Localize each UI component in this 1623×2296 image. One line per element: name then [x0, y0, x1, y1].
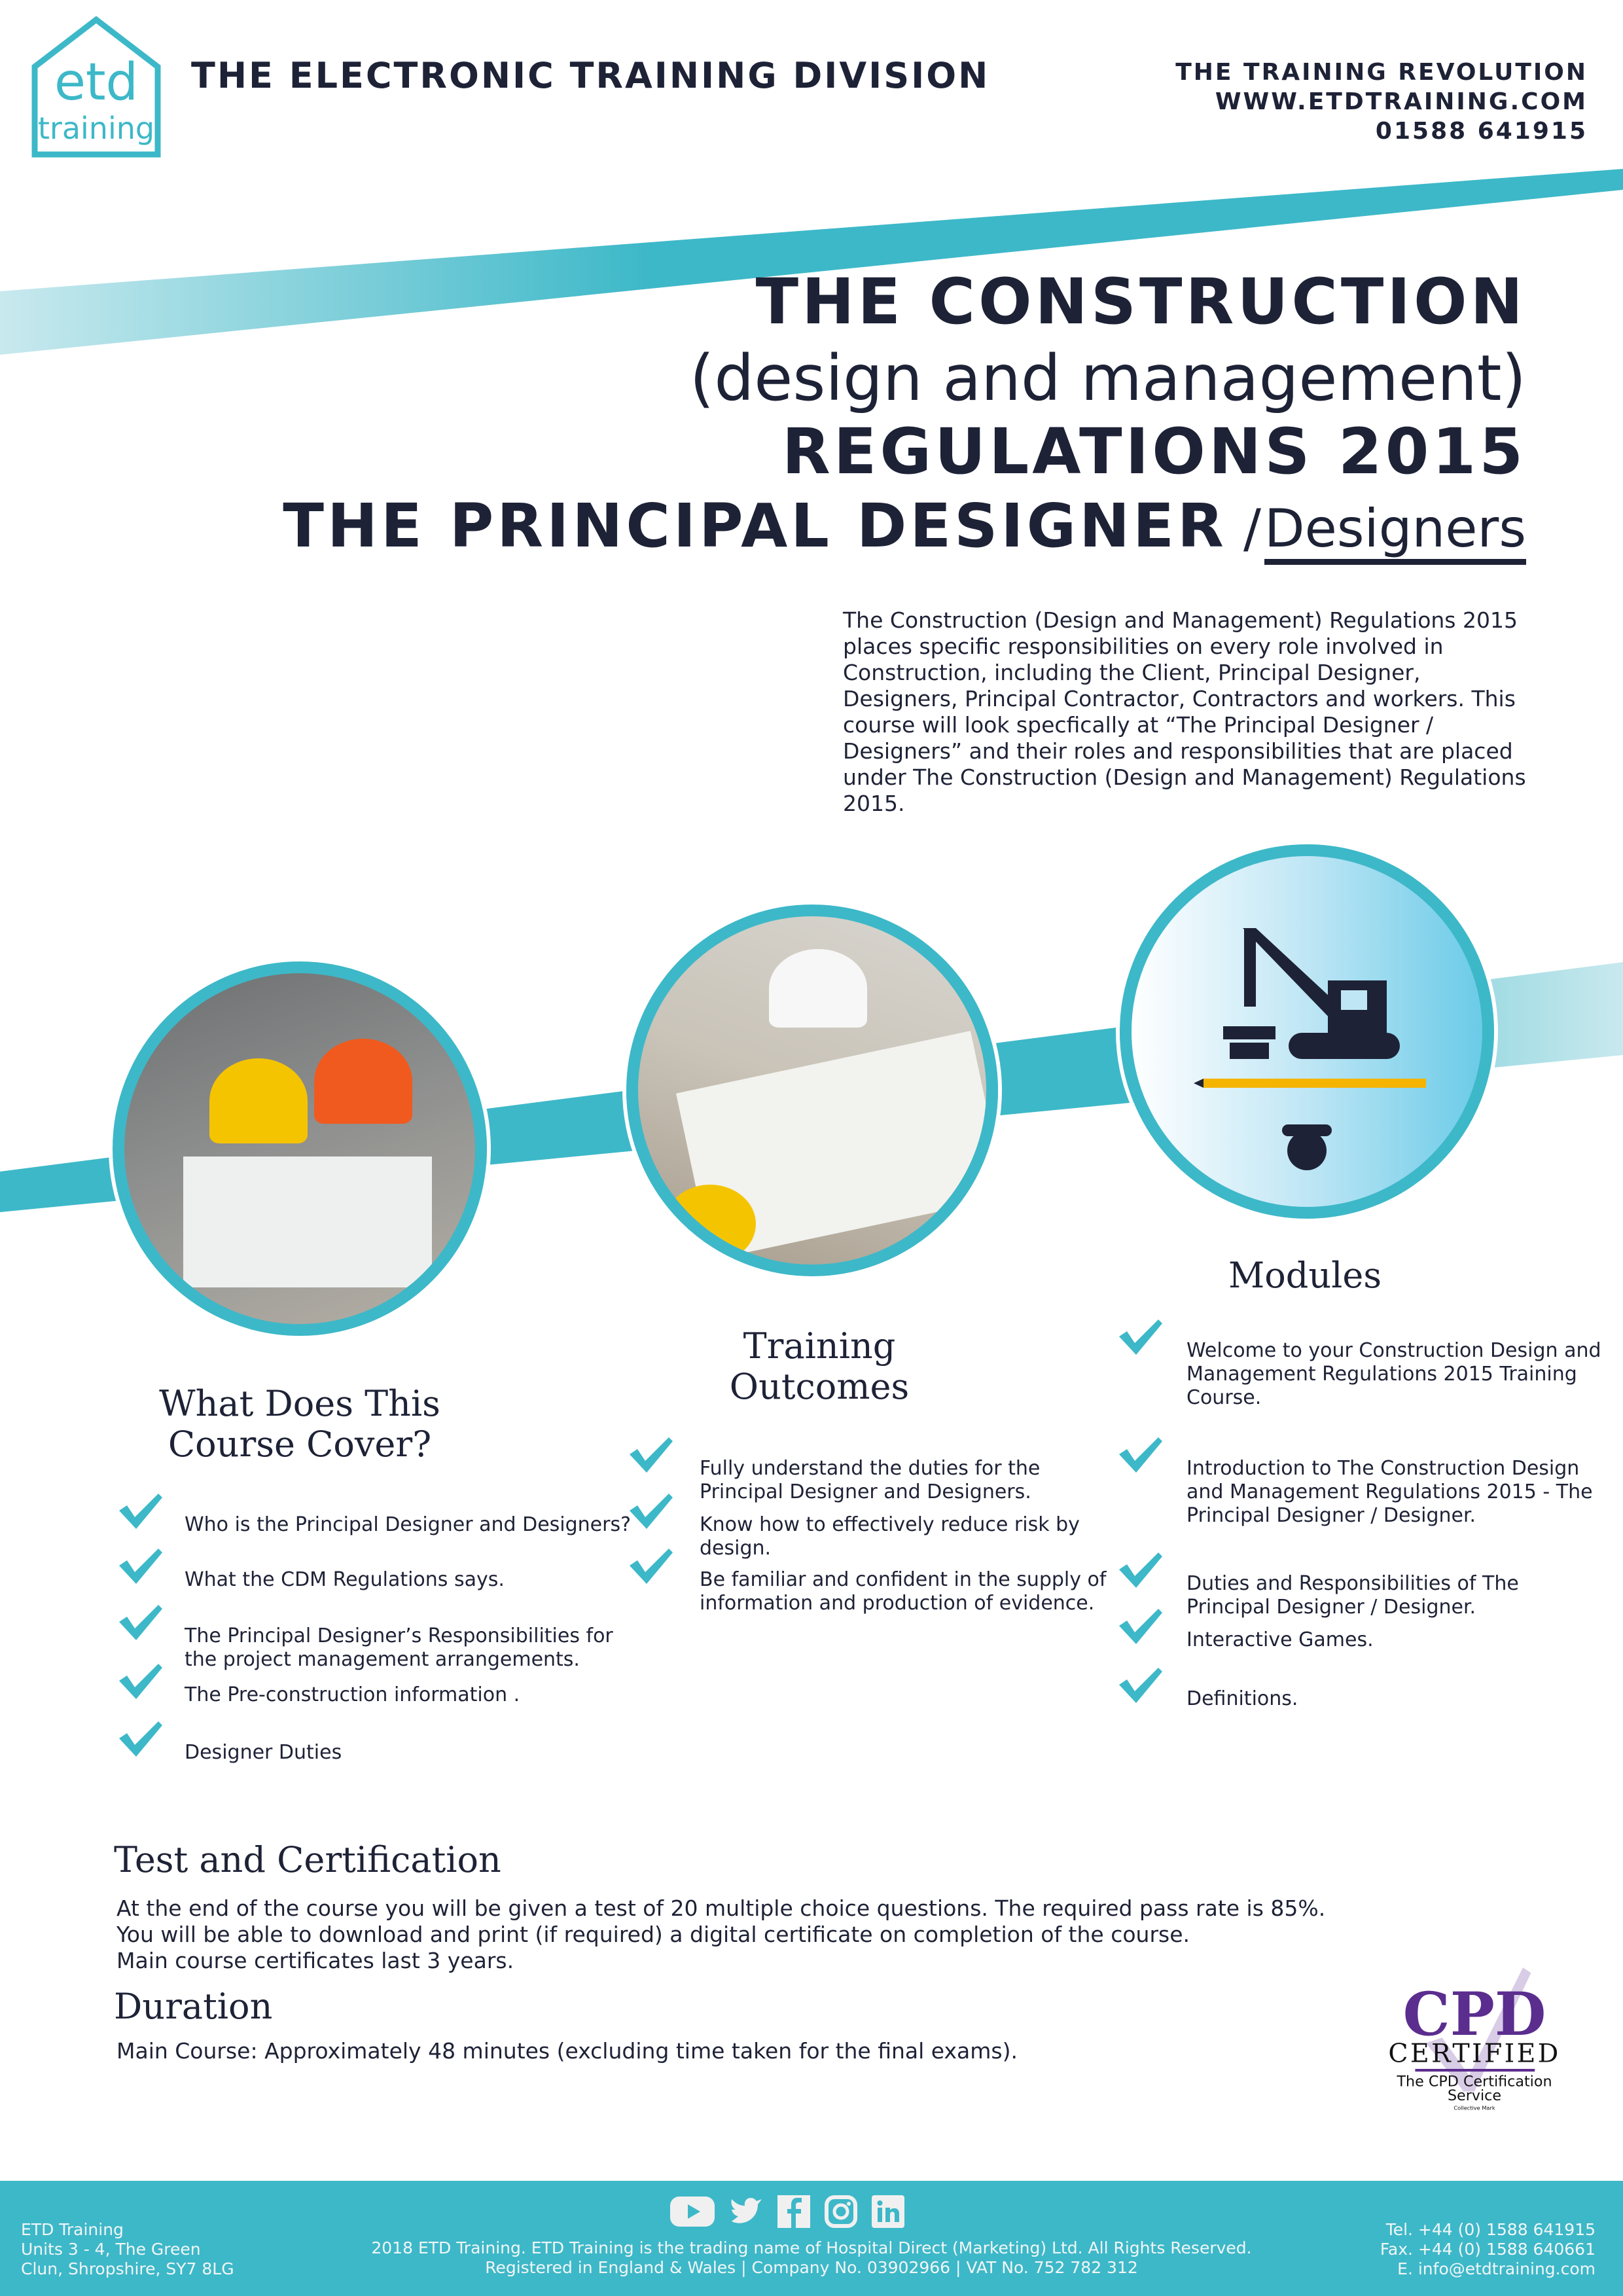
checkmark-icon: [1119, 1552, 1162, 1588]
checkmark-icon: [630, 1494, 673, 1529]
cover-item: The Principal Designer’s Responsibilitie…: [185, 1624, 613, 1671]
cover-heading: What Does This Course Cover?: [159, 1383, 440, 1465]
checkmark-icon: [1119, 1668, 1162, 1703]
facebook-icon[interactable]: [777, 2195, 810, 2228]
cover-item: What the CDM Regulations says.: [185, 1568, 505, 1591]
svg-text:Collective Mark: Collective Mark: [1454, 2105, 1495, 2111]
design-desk-photo: [626, 905, 998, 1276]
svg-text:CERTIFIED: CERTIFIED: [1388, 2038, 1560, 2068]
modules-heading: Modules: [1228, 1255, 1382, 1296]
outcomes-heading: Training Outcomes: [729, 1325, 910, 1407]
worker-icon: [1287, 1131, 1327, 1170]
footer-contact: Tel. +44 (0) 1588 641915 Fax. +44 (0) 158…: [1380, 2220, 1596, 2278]
test-text: At the end of the course you will be giv…: [116, 1895, 1326, 1973]
cover-item: The Pre-construction information .: [185, 1683, 520, 1706]
footer: ETD Training Units 3 - 4, The Green Clun, …: [0, 2181, 1623, 2296]
svg-text:Service: Service: [1448, 2087, 1501, 2104]
youtube-icon[interactable]: [670, 2195, 715, 2228]
footer-address: ETD Training Units 3 - 4, The Green Clun, …: [21, 2220, 234, 2278]
construction-icons-circle: [1120, 844, 1494, 1219]
cpd-certified-logo: CPD CERTIFIED The CPD Certification Serv…: [1383, 1944, 1566, 2121]
outcomes-item: Know how to effectively reduce risk by d…: [700, 1513, 1080, 1560]
tagline: THE TRAINING REVOLUTION: [1175, 59, 1588, 86]
checkmark-icon: [119, 1494, 162, 1529]
checkmark-icon: [119, 1549, 162, 1584]
workers-plans-photo: [113, 961, 487, 1336]
outcomes-item: Fully understand the duties for the Prin…: [700, 1457, 1041, 1503]
separator: /: [1243, 498, 1261, 559]
checkmark-icon: [119, 1605, 162, 1640]
title-line-1: THE CONSTRUCTION: [755, 265, 1526, 338]
linkedin-icon[interactable]: [872, 2195, 904, 2228]
header-contact: THE TRAINING REVOLUTION WWW.ETDTRAINING.…: [1175, 58, 1588, 146]
checkmark-icon: [1119, 1437, 1162, 1473]
footer-legal: 2018 ETD Training. ETD Training is the t…: [371, 2238, 1252, 2277]
cover-item: Designer Duties: [185, 1741, 342, 1764]
duration-text: Main Course: Approximately 48 minutes (e…: [116, 2038, 1018, 2064]
website-link[interactable]: WWW.ETDTRAINING.COM: [1215, 88, 1588, 115]
phone-number: 01588 641915: [1375, 118, 1588, 145]
division-title: THE ELECTRONIC TRAINING DIVISION: [191, 55, 990, 96]
svg-text:CPD: CPD: [1403, 1980, 1546, 2049]
modules-item: Welcome to your Construction Design and …: [1186, 1339, 1601, 1409]
checkmark-icon: [119, 1721, 162, 1757]
twitter-icon[interactable]: [729, 2195, 763, 2228]
outcomes-item: Be familiar and confident in the supply …: [700, 1568, 1107, 1615]
intro-paragraph: The Construction (Design and Management)…: [843, 607, 1526, 816]
etd-logo: etd training: [29, 14, 164, 160]
title-line-4: THE PRINCIPAL DESIGNER / Designers: [283, 491, 1526, 565]
instagram-icon[interactable]: [825, 2195, 857, 2228]
duration-heading: Duration: [114, 1986, 273, 2027]
modules-item: Interactive Games.: [1186, 1628, 1374, 1651]
test-heading: Test and Certification: [114, 1839, 501, 1880]
modules-item: Definitions.: [1186, 1687, 1298, 1710]
svg-text:training: training: [38, 111, 154, 146]
principal-designer-title: THE PRINCIPAL DESIGNER: [283, 491, 1227, 561]
modules-item: Duties and Responsibilities of The Princ…: [1186, 1572, 1519, 1619]
title-line-3: REGULATIONS 2015: [781, 415, 1526, 488]
designers-title: Designers: [1264, 498, 1526, 565]
title-line-2: (design and management): [689, 342, 1526, 415]
svg-text:The CPD Certification: The CPD Certification: [1396, 2073, 1552, 2090]
checkmark-icon: [630, 1549, 673, 1584]
checkmark-icon: [1119, 1609, 1162, 1644]
crane-icon: [1194, 928, 1426, 1170]
social-links: [670, 2195, 904, 2228]
cover-item: Who is the Principal Designer and Design…: [185, 1513, 632, 1536]
modules-item: Introduction to The Construction Design …: [1186, 1457, 1593, 1527]
checkmark-icon: [119, 1664, 162, 1699]
checkmark-icon: [1119, 1319, 1162, 1355]
svg-text:etd: etd: [54, 53, 138, 112]
house-logo-icon: etd training: [31, 16, 161, 158]
checkmark-icon: [630, 1437, 673, 1473]
